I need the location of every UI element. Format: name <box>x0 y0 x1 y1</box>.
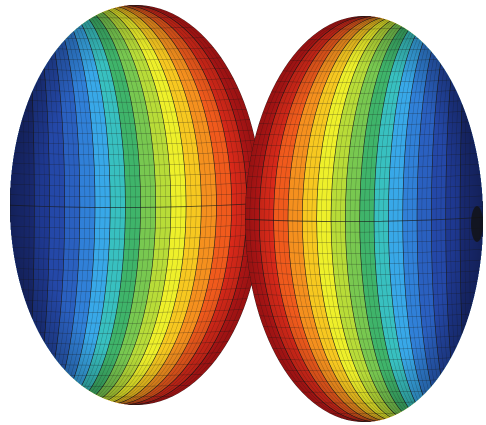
shading <box>10 5 262 405</box>
right-lobe <box>245 16 483 422</box>
shading <box>245 16 483 422</box>
left-lobe <box>10 5 262 405</box>
lobe-bands <box>245 16 483 422</box>
lobe-bands <box>10 5 262 405</box>
pole <box>471 206 483 242</box>
